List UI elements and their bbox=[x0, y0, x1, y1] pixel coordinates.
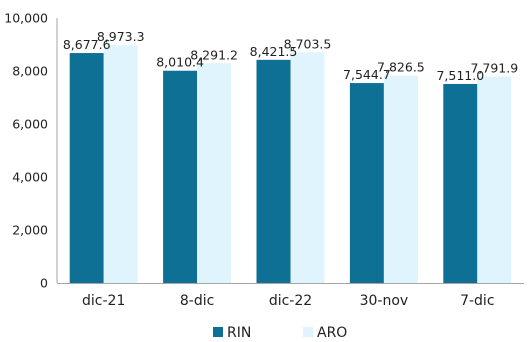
data-label-rin: 7,544.7 bbox=[343, 67, 391, 82]
x-axis: dic-21 8-dic dic-22 30-nov 7-dic bbox=[57, 283, 524, 309]
legend: RIN ARO bbox=[213, 325, 347, 341]
bar-rin bbox=[163, 70, 198, 284]
bar-aro bbox=[290, 52, 325, 283]
bar-aro bbox=[383, 75, 418, 283]
data-label-aro: 7,791.9 bbox=[470, 61, 518, 76]
x-tick-label: 30-nov bbox=[360, 293, 409, 309]
bar-aro bbox=[103, 45, 138, 283]
data-label-aro: 8,703.5 bbox=[284, 36, 332, 51]
data-label-rin: 8,677.6 bbox=[63, 37, 111, 52]
bar-rin bbox=[256, 59, 291, 284]
legend-swatch-rin bbox=[213, 327, 223, 337]
y-axis: 0 2,000 4,000 6,000 8,000 10,000 bbox=[4, 11, 58, 291]
y-tick-label: 4,000 bbox=[12, 170, 48, 185]
data-label-rin: 7,511.0 bbox=[436, 68, 484, 83]
bars bbox=[69, 45, 512, 284]
y-tick-label: 6,000 bbox=[12, 117, 48, 132]
bar-rin bbox=[69, 53, 104, 284]
bar-rin bbox=[443, 83, 478, 284]
x-tick-label: dic-22 bbox=[269, 293, 312, 309]
data-labels: 8,677.68,973.3 8,010.48,291.2 8,421.58,703… bbox=[63, 29, 518, 83]
data-label-aro: 8,291.2 bbox=[190, 47, 238, 62]
data-label-aro: 7,826.5 bbox=[377, 60, 425, 75]
bar-rin bbox=[349, 83, 384, 283]
data-label-aro: 8,973.3 bbox=[97, 29, 145, 44]
legend-label-aro: ARO bbox=[317, 325, 347, 341]
x-tick-label: dic-21 bbox=[82, 293, 125, 309]
y-tick-label: 2,000 bbox=[12, 223, 48, 238]
y-tick-label: 0 bbox=[40, 276, 48, 291]
bar-aro bbox=[197, 63, 232, 283]
y-tick-label: 8,000 bbox=[12, 64, 48, 79]
x-tick-label: 7-dic bbox=[460, 293, 494, 309]
x-tick-label: 8-dic bbox=[180, 293, 214, 309]
bar-aro bbox=[477, 76, 512, 283]
legend-swatch-aro bbox=[303, 327, 313, 337]
data-label-rin: 8,010.4 bbox=[156, 55, 204, 70]
y-tick-label: 10,000 bbox=[4, 11, 48, 26]
data-label-rin: 8,421.5 bbox=[250, 44, 298, 59]
legend-label-rin: RIN bbox=[227, 325, 251, 341]
